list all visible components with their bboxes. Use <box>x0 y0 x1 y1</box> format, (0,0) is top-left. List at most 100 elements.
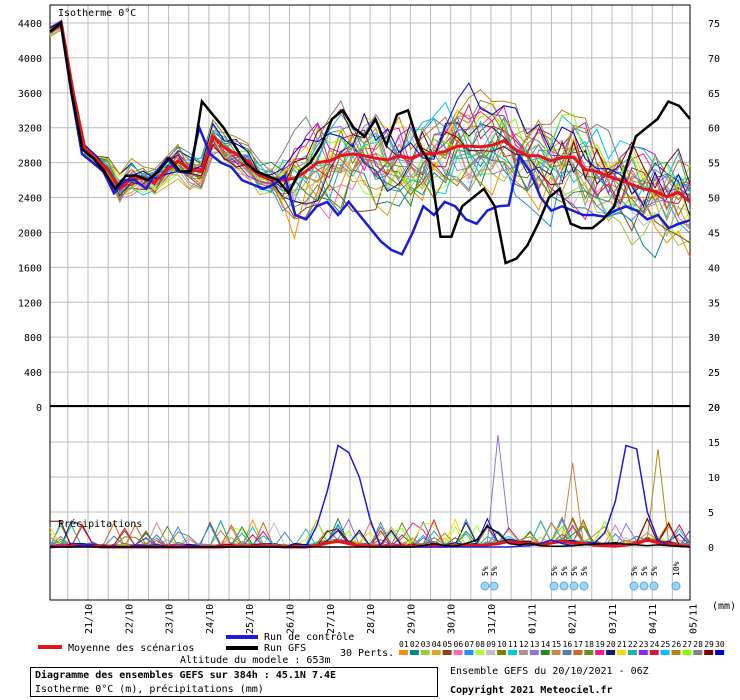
y-left-tick-label: 1600 <box>18 263 42 274</box>
snowflake-icon <box>549 581 559 591</box>
x-tick-label: 04/11 <box>648 604 659 634</box>
copyright-label: Copyright 2021 Meteociel.fr <box>450 685 613 696</box>
legend-pert-number: 28 <box>693 640 703 649</box>
legend-pert-swatch <box>420 650 430 655</box>
y-right-tick-label: 60 <box>708 124 720 135</box>
x-tick-label: 29/10 <box>406 604 417 634</box>
snow-pct-label: 5% <box>640 566 649 576</box>
legend-pert-number: 06 <box>454 640 464 649</box>
axis-labels: 0400800120016002000240028003200360040004… <box>18 8 736 634</box>
legend-pert-swatch <box>704 650 714 655</box>
x-tick-label: 30/10 <box>447 604 458 634</box>
legend-pert-swatch <box>660 650 670 655</box>
legend-pert-swatch <box>431 650 441 655</box>
y-right-tick-label: 50 <box>708 194 720 205</box>
snow-pct-label: 5% <box>481 566 490 576</box>
legend-pert-number: 11 <box>508 640 518 649</box>
legend-pert-swatch <box>442 650 452 655</box>
x-tick-label: 23/10 <box>165 604 176 634</box>
x-tick-label: 02/11 <box>568 604 579 634</box>
legend-pert-swatch <box>399 650 408 655</box>
precip-tick-label: 0 <box>708 543 714 554</box>
snowflake-icon <box>480 581 490 591</box>
y-left-tick-label: 3200 <box>18 124 42 135</box>
legend-pert-number: 30 <box>715 640 725 649</box>
x-tick-label: 25/10 <box>245 604 256 634</box>
snowflake-icon <box>639 581 649 591</box>
precip-series-2 <box>50 524 691 548</box>
snow-pct-label: 5% <box>580 566 589 576</box>
legend-pert-number: 19 <box>595 640 605 649</box>
y-left-tick-label: 400 <box>24 368 42 379</box>
legend-pert-number: 04 <box>432 640 442 649</box>
y-right-tick-label: 45 <box>708 228 720 239</box>
legend-pert-swatch <box>606 650 616 655</box>
x-tick-label: 28/10 <box>366 604 377 634</box>
pert-iso-line-26 <box>49 22 691 212</box>
x-tick-label: 31/10 <box>487 604 498 634</box>
x-tick-label: 26/10 <box>286 604 297 634</box>
legend-gfs-label: Run GFS <box>264 643 306 654</box>
legend-pert-number: 05 <box>443 640 453 649</box>
legend-pert-number: 12 <box>519 640 529 649</box>
y-right-tick-label: 70 <box>708 54 720 65</box>
legend-pert-swatch <box>409 650 419 655</box>
y-left-tick-label: 2400 <box>18 194 42 205</box>
legend-pert-number: 25 <box>661 640 671 649</box>
snow-pct-label: 5% <box>550 566 559 576</box>
altitude-label: Altitude du modele : 653m <box>180 655 331 666</box>
main-series <box>49 20 691 549</box>
legend-pert-number: 21 <box>617 640 627 649</box>
legend-pert-number: 03 <box>421 640 431 649</box>
grid <box>50 5 690 600</box>
legend-pert-number: 10 <box>497 640 507 649</box>
ensemble-run-label: Ensemble GEFS du 20/10/2021 - 06Z <box>450 666 649 677</box>
snow-pct-label: 5% <box>490 566 499 576</box>
y-left-tick-label: 2800 <box>18 159 42 170</box>
pert-iso-line-24 <box>49 22 691 205</box>
x-tick-label: 21/10 <box>84 604 95 634</box>
legend-pert-swatch <box>638 650 648 655</box>
snowflake-icon <box>649 581 659 591</box>
y-right-tick-label: 75 <box>708 19 720 30</box>
legend-pert-number: 08 <box>475 640 485 649</box>
x-tick-label: 05/11 <box>689 604 700 634</box>
snowflake-icon <box>629 581 639 591</box>
x-tick-label: 01/11 <box>527 604 538 634</box>
legend-pert-swatch <box>518 650 528 655</box>
y-left-tick-label: 800 <box>24 333 42 344</box>
iso-title: Isotherme 0°C <box>58 8 136 19</box>
legend-pert-swatch <box>508 650 517 655</box>
legend-perts-label: 30 Perts. <box>340 648 394 659</box>
y-left-tick-label: 1200 <box>18 298 42 309</box>
legend-control-label: Run de contrôle <box>264 631 354 643</box>
legend-pert-number: 01 <box>399 640 409 649</box>
x-tick-label: 22/10 <box>124 604 135 634</box>
legend-pert-swatch <box>540 650 550 655</box>
snowflake-icon <box>671 581 681 591</box>
legend-pert-number: 16 <box>563 640 573 649</box>
y-left-tick-label: 0 <box>36 403 42 414</box>
y-right-tick-label: 30 <box>708 333 720 344</box>
legend-pert-swatch <box>671 650 681 655</box>
snow-pct-label: 10% <box>672 561 681 576</box>
legend-pert-swatch <box>649 650 659 655</box>
x-tick-label: 24/10 <box>205 604 216 634</box>
precip-tick-label: 15 <box>708 438 720 449</box>
precip-unit: (mm) <box>712 601 736 612</box>
y-right-tick-label: 20 <box>708 403 720 414</box>
legend-pert-swatch <box>551 650 561 655</box>
legend-pert-swatch <box>584 650 594 655</box>
legend-pert-number: 17 <box>573 640 583 649</box>
legend-pert-number: 15 <box>552 640 562 649</box>
y-left-tick-label: 2000 <box>18 228 42 239</box>
y-right-tick-label: 35 <box>708 298 720 309</box>
legend-pert-swatch <box>573 650 583 655</box>
legend-pert-number: 14 <box>541 640 551 649</box>
precip-tick-label: 5 <box>708 508 714 519</box>
y-right-tick-label: 65 <box>708 89 720 100</box>
pert-iso-line-27 <box>49 22 691 193</box>
legend-pert-number: 26 <box>672 640 682 649</box>
y-left-tick-label: 3600 <box>18 89 42 100</box>
